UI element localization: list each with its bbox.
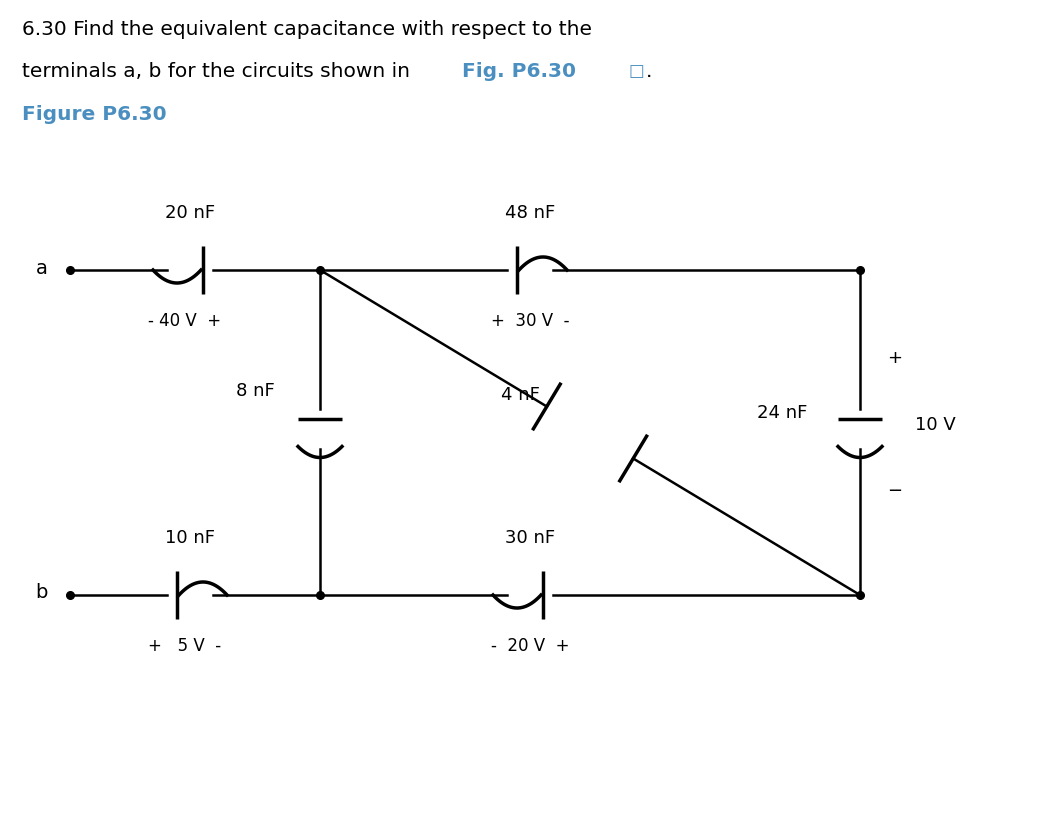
Text: 30 nF: 30 nF bbox=[505, 529, 555, 547]
Text: +: + bbox=[887, 349, 902, 366]
Text: 8 nF: 8 nF bbox=[235, 381, 275, 400]
Text: -  20 V  +: - 20 V + bbox=[491, 637, 569, 655]
Text: Fig. P6.30: Fig. P6.30 bbox=[462, 62, 576, 81]
Text: .: . bbox=[646, 62, 652, 81]
Text: 24 nF: 24 nF bbox=[757, 403, 808, 422]
Text: □: □ bbox=[628, 62, 644, 80]
Text: 10 V: 10 V bbox=[915, 416, 955, 433]
Text: +  30 V  -: + 30 V - bbox=[491, 312, 569, 330]
Text: a: a bbox=[36, 259, 48, 277]
Text: 20 nF: 20 nF bbox=[165, 204, 215, 222]
Text: 48 nF: 48 nF bbox=[505, 204, 555, 222]
Text: - 40 V  +: - 40 V + bbox=[149, 312, 221, 330]
Text: b: b bbox=[35, 584, 48, 602]
Text: +   5 V  -: + 5 V - bbox=[149, 637, 221, 655]
Text: 10 nF: 10 nF bbox=[165, 529, 215, 547]
Text: 4 nF: 4 nF bbox=[500, 386, 539, 403]
Text: Figure P6.30: Figure P6.30 bbox=[22, 105, 167, 124]
Text: 6.30 Find the equivalent capacitance with respect to the: 6.30 Find the equivalent capacitance wit… bbox=[22, 20, 592, 39]
Text: terminals a, b for the circuits shown in: terminals a, b for the circuits shown in bbox=[22, 62, 416, 81]
Text: −: − bbox=[887, 481, 902, 500]
